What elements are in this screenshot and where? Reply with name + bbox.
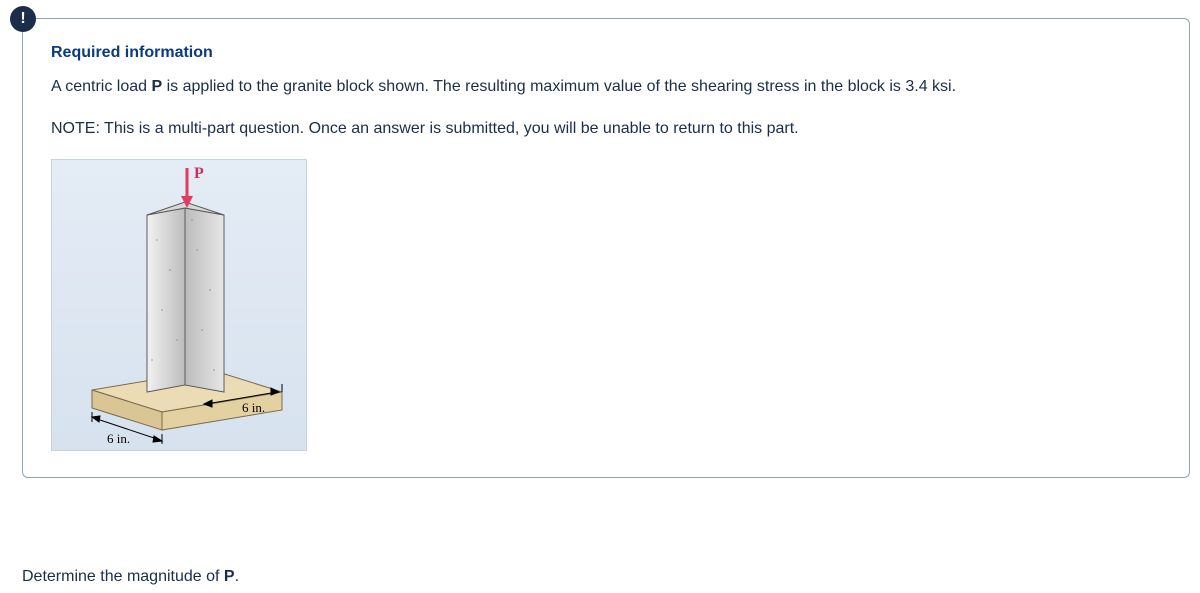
text-suffix: is applied to the granite block shown. T… bbox=[162, 78, 956, 95]
load-label: P bbox=[194, 165, 204, 182]
question-prefix: Determine the magnitude of bbox=[22, 568, 224, 585]
load-arrow-icon: P bbox=[181, 165, 204, 208]
dim-left-label: 6 in. bbox=[107, 431, 130, 446]
granite-column bbox=[147, 202, 224, 392]
question-prompt: Determine the magnitude of P. bbox=[22, 565, 239, 589]
question-suffix: . bbox=[235, 568, 239, 585]
dim-right-label: 6 in. bbox=[242, 400, 265, 415]
figure-svg: P 6 in. 6 in. bbox=[52, 160, 307, 451]
variable-p: P bbox=[152, 78, 163, 95]
note-text: NOTE: This is a multi-part question. Onc… bbox=[51, 117, 1161, 141]
alert-badge: ! bbox=[10, 6, 36, 32]
problem-statement: A centric load P is applied to the grani… bbox=[51, 75, 1161, 99]
problem-figure: P 6 in. 6 in. bbox=[51, 159, 307, 451]
text-prefix: A centric load bbox=[51, 78, 152, 95]
question-var: P bbox=[224, 568, 235, 585]
required-info-panel: Required information A centric load P is… bbox=[22, 18, 1190, 478]
exclamation-icon: ! bbox=[20, 7, 25, 31]
section-title: Required information bbox=[51, 41, 1161, 65]
